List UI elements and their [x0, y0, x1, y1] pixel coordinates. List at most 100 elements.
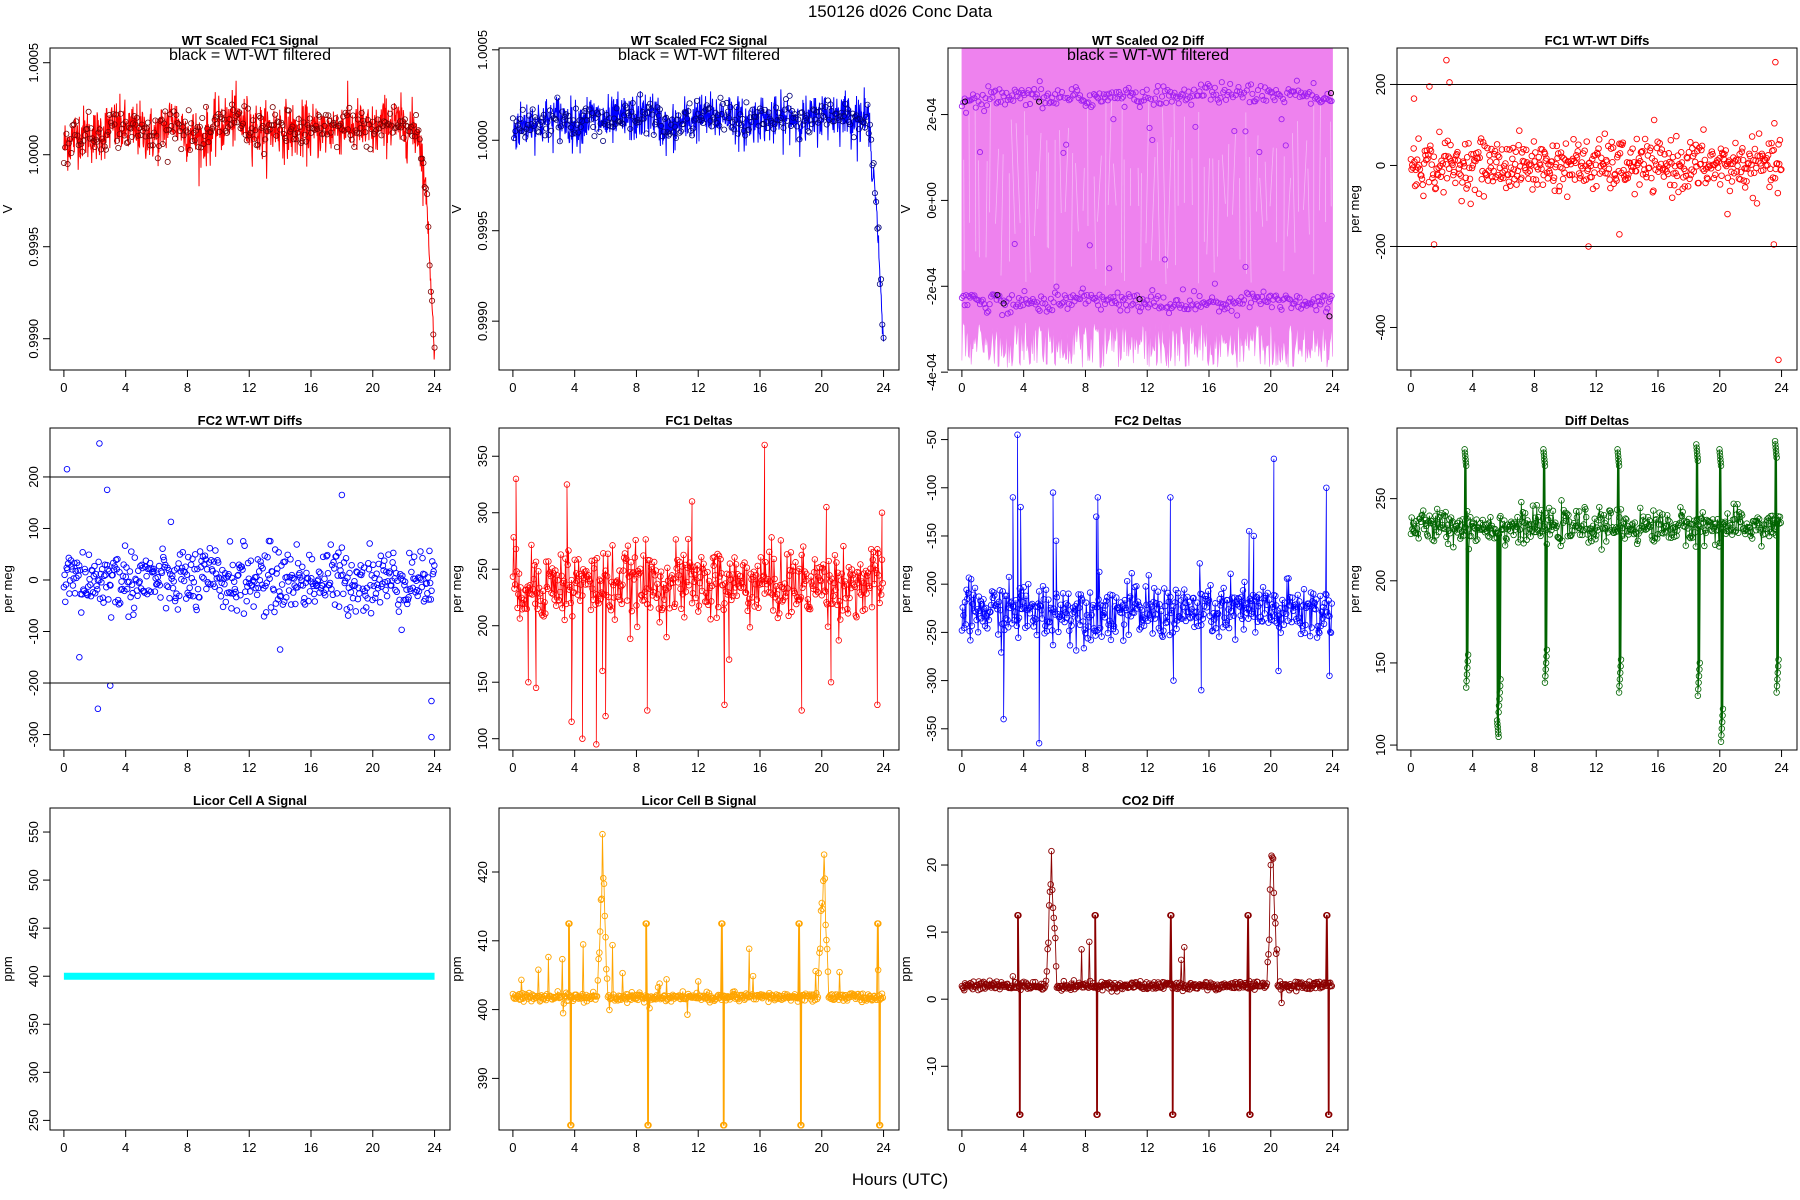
delta-point	[1194, 622, 1202, 630]
diff-point	[118, 578, 125, 585]
filtered-point	[94, 138, 101, 145]
delta-point	[1328, 600, 1335, 607]
diff-point	[1554, 154, 1561, 162]
delta-point	[1052, 537, 1060, 544]
diff-point	[408, 559, 416, 566]
delta-point	[1719, 705, 1727, 713]
delta-point	[1464, 658, 1471, 665]
o2-point	[971, 292, 978, 299]
o2-point	[1264, 88, 1271, 95]
delta-point	[700, 560, 707, 568]
filtered-point	[195, 144, 202, 151]
diff-point	[346, 604, 354, 611]
delta-point	[1049, 641, 1057, 649]
delta-point	[1198, 621, 1205, 629]
delta-point	[651, 558, 658, 566]
delta-point	[1002, 615, 1010, 622]
filtered-point	[522, 134, 529, 141]
delta-point	[1462, 462, 1470, 469]
delta-point	[1010, 603, 1017, 610]
diff-point	[166, 570, 174, 578]
diff-point	[305, 551, 313, 559]
diff-point	[227, 589, 234, 597]
delta-point	[1149, 630, 1156, 637]
delta-point	[1308, 624, 1315, 631]
o2-point	[1000, 297, 1007, 304]
delta-point	[1433, 532, 1440, 539]
x-tick-label: 16	[304, 1140, 318, 1155]
plot-area	[509, 87, 887, 342]
diff-point	[1529, 186, 1536, 193]
o2-point	[1236, 300, 1243, 307]
o2-point	[1314, 294, 1321, 301]
filtered-point	[590, 123, 597, 130]
delta-point	[1770, 516, 1778, 523]
o2-point	[1177, 304, 1184, 311]
delta-point	[874, 546, 881, 553]
delta-point	[1462, 459, 1470, 466]
o2-point	[1131, 293, 1138, 300]
y-tick-label: 1.0005	[26, 43, 41, 83]
o2-point	[1136, 103, 1143, 111]
diff-point	[1714, 156, 1721, 164]
delta-point	[1543, 653, 1550, 660]
diff-point	[1675, 188, 1682, 196]
delta-point	[754, 562, 761, 570]
diff-point	[1629, 145, 1636, 152]
delta-point	[1541, 462, 1549, 469]
diff-point	[1452, 179, 1459, 187]
band-gap	[1059, 130, 1062, 214]
diff-point	[1739, 156, 1747, 164]
delta-point	[861, 606, 869, 613]
panel-annotation: black = WT-WT filtered	[618, 47, 780, 64]
delta-point	[1674, 527, 1681, 534]
delta-point	[1534, 526, 1541, 534]
licor-point	[814, 993, 822, 1001]
delta-point	[633, 602, 640, 609]
o2-point	[1093, 297, 1100, 305]
delta-point	[1717, 459, 1724, 466]
diff-point	[1774, 189, 1782, 197]
delta-point	[1600, 511, 1608, 519]
diff-point	[166, 595, 173, 602]
diff-point	[95, 558, 102, 566]
licor-point	[599, 830, 606, 838]
delta-point	[617, 583, 625, 590]
o2-point	[1218, 79, 1225, 86]
diff-point	[1716, 155, 1723, 162]
band-gap	[1232, 133, 1236, 215]
y-tick-label: 450	[26, 917, 41, 939]
delta-point	[643, 585, 650, 592]
diff-point	[177, 568, 184, 575]
filtered-point	[842, 100, 849, 107]
diff-point	[1778, 166, 1785, 173]
delta-point	[1773, 689, 1780, 696]
x-tick-label: 0	[1407, 760, 1414, 775]
licor-point	[656, 980, 663, 987]
delta-point	[827, 679, 835, 686]
licor-point	[823, 945, 831, 953]
filtered-point	[216, 128, 223, 135]
delta-point	[759, 580, 766, 588]
delta-point	[565, 547, 572, 554]
diff-point	[217, 593, 225, 600]
delta-point	[1555, 534, 1562, 541]
delta-point	[980, 596, 987, 603]
licor-point	[796, 920, 803, 927]
diff-point	[1609, 159, 1616, 166]
filtered-point	[844, 106, 851, 113]
delta-point	[701, 569, 708, 577]
filtered-point	[325, 112, 332, 119]
o2-point	[983, 309, 990, 316]
x-tick-label: 20	[815, 380, 829, 395]
delta-point	[1128, 570, 1135, 577]
delta-point	[1310, 590, 1317, 597]
delta-point	[1045, 619, 1053, 626]
panel-title: FC1 WT-WT Diffs	[1545, 33, 1650, 48]
diff-point	[285, 578, 292, 585]
diff-point	[1651, 157, 1659, 165]
y-tick-label: -300	[924, 668, 939, 694]
diff-point	[333, 552, 340, 560]
filtered-point	[156, 142, 163, 149]
o2-point	[1197, 303, 1205, 310]
